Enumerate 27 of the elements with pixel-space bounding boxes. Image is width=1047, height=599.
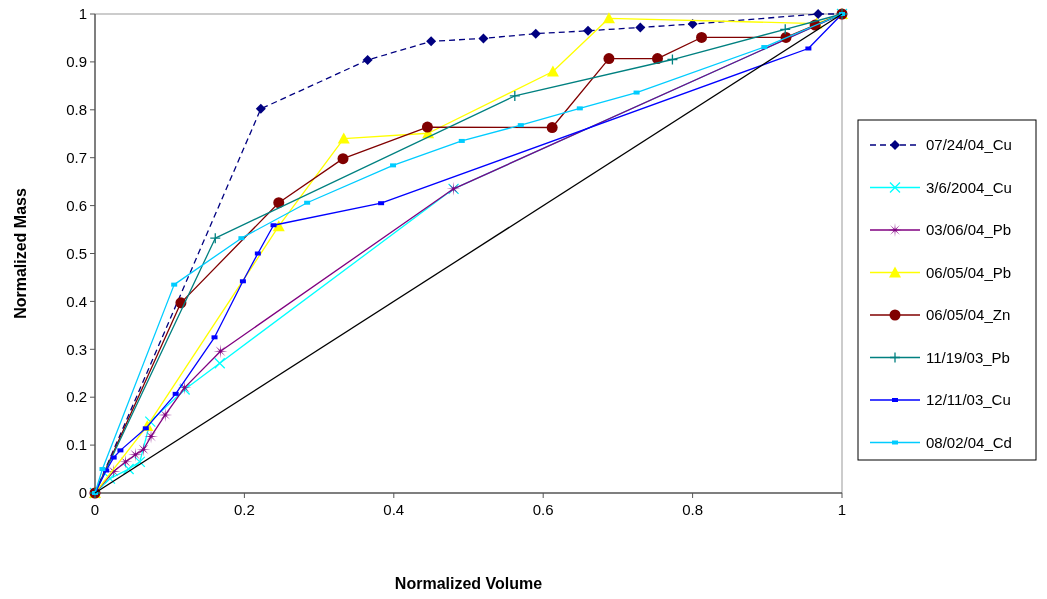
legend-label: 06/05/04_Zn	[926, 306, 1011, 324]
y-tick-label: 0.6	[66, 196, 87, 214]
y-tick-label: 0.3	[66, 340, 87, 358]
legend-label: 11/19/03_Pb	[926, 348, 1010, 366]
legend-label: 12/11/03_Cu	[926, 391, 1011, 409]
legend-label: 08/02/04_Cd	[926, 433, 1012, 451]
y-tick-label: 0	[78, 484, 87, 502]
y-tick-label: 1	[78, 5, 87, 23]
legend-label: 07/24/04_Cu	[926, 136, 1012, 154]
x-tick-label: 0.8	[682, 501, 704, 518]
x-axis-title: Normalized Volume	[394, 575, 543, 592]
x-tick-label: 0.4	[383, 501, 405, 518]
legend-label: 06/05/04_Pb	[926, 263, 1012, 281]
y-tick-label: 0.8	[66, 101, 87, 119]
y-tick-label: 0.7	[66, 148, 87, 166]
x-tick-label: 0.2	[233, 501, 255, 518]
y-axis-title: Normalized Mass	[12, 188, 29, 319]
y-tick-label: 0.2	[66, 388, 87, 406]
y-tick-label: 0.1	[66, 436, 87, 454]
legend-label: 3/6/2004_Cu	[926, 178, 1012, 196]
y-tick-label: 0.9	[66, 53, 87, 71]
y-tick-label: 0.5	[66, 244, 87, 262]
x-tick-label: 0	[90, 501, 100, 518]
y-tick-label: 0.4	[66, 292, 87, 310]
x-tick-label: 0.6	[532, 501, 554, 518]
legend-label: 03/06/04_Pb	[926, 221, 1012, 239]
x-tick-label: 1	[837, 501, 847, 518]
